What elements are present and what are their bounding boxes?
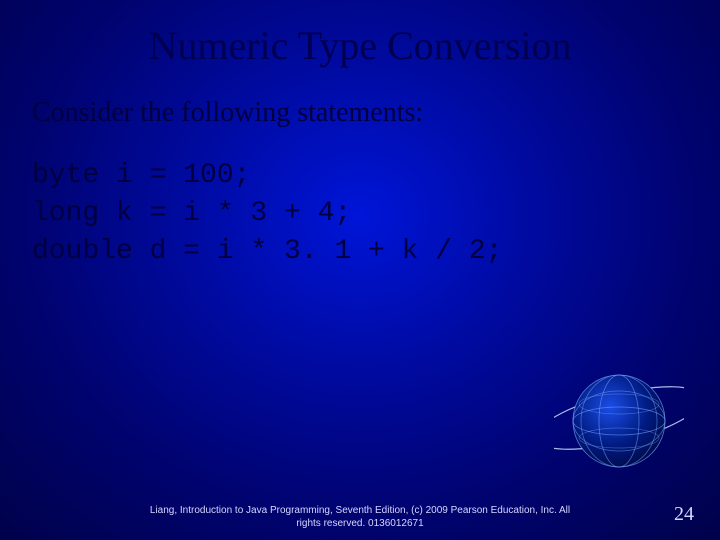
code-line: byte i = 100;	[32, 160, 250, 191]
footer-line: rights reserved. 0136012671	[296, 518, 423, 529]
code-line: double d = i * 3. 1 + k / 2;	[32, 236, 502, 267]
footer-line: Liang, Introduction to Java Programming,…	[150, 505, 570, 516]
globe-icon	[554, 356, 684, 486]
code-line: long k = i * 3 + 4;	[32, 198, 351, 229]
code-block: byte i = 100; long k = i * 3 + 4; double…	[0, 129, 720, 270]
page-number: 24	[674, 503, 694, 526]
intro-text: Consider the following statements:	[0, 69, 720, 129]
footer-attribution: Liang, Introduction to Java Programming,…	[0, 505, 720, 530]
slide-title: Numeric Type Conversion	[0, 0, 720, 69]
